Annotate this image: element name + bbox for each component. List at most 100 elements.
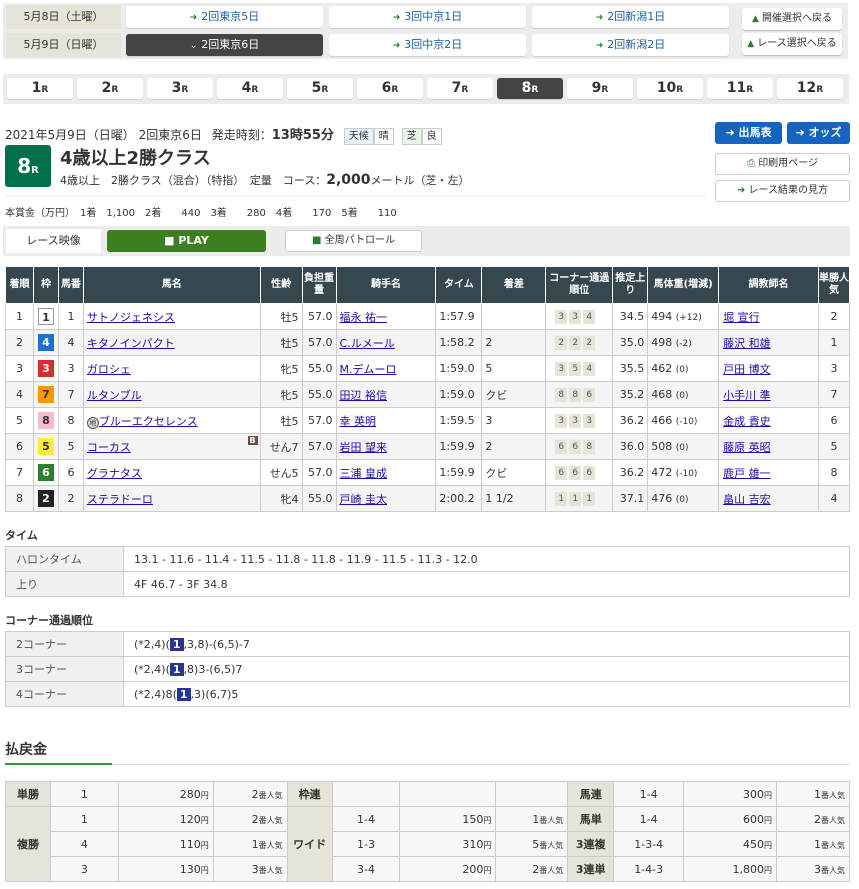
- venue-button-active[interactable]: ⌄ 2回東京6日: [126, 34, 323, 56]
- horse-name-link[interactable]: ガロシェ: [86, 362, 131, 376]
- distance-unit: メートル（芝・左）: [370, 174, 470, 187]
- popularity: 5: [532, 837, 540, 851]
- race-tab-9[interactable]: 9R: [567, 78, 633, 99]
- race-tab-10[interactable]: 10R: [637, 78, 703, 99]
- arrow-circle-icon: ➜: [725, 126, 739, 139]
- jockey-link[interactable]: 三浦 皇成: [339, 466, 388, 480]
- bet-type: 3連複: [567, 831, 615, 857]
- horse-name-link[interactable]: サトノジェネシス: [86, 310, 175, 324]
- race-tab-suffix: R: [676, 85, 684, 95]
- horse-number: 5: [57, 433, 84, 460]
- jockey-link[interactable]: 戸崎 圭太: [339, 492, 388, 506]
- print-page-button[interactable]: ⎙ 印刷用ページ: [715, 153, 850, 175]
- horse-name-link[interactable]: ステラドーロ: [86, 492, 153, 506]
- trainer-link[interactable]: 戸田 博文: [723, 362, 771, 376]
- order-post: ,3,8)-(6,5)-7: [183, 637, 250, 651]
- race-tab-12[interactable]: 12R: [777, 78, 843, 99]
- race-tab-7[interactable]: 7R: [427, 78, 493, 99]
- horse-name-link[interactable]: キタノインパクト: [86, 336, 175, 350]
- weight-change: (-10): [675, 469, 698, 479]
- trainer-link[interactable]: 堀 宣行: [723, 310, 760, 324]
- amount: 200: [462, 862, 484, 876]
- trainer-link[interactable]: 藤沢 和雄: [723, 336, 771, 350]
- corner-position: 8: [583, 440, 596, 454]
- label: PLAY: [178, 234, 209, 247]
- trainer-link[interactable]: 金成 貴史: [723, 414, 771, 428]
- finish-time: 1:58.2: [435, 329, 483, 356]
- race-tab-3[interactable]: 3R: [147, 78, 213, 99]
- horse-number: 7: [57, 381, 84, 408]
- jockey-link[interactable]: M.デムーロ: [339, 362, 397, 376]
- horse-number: 6: [57, 459, 84, 486]
- arrow-up-icon: ▲: [747, 39, 755, 49]
- payout-popularity: 1番人気: [776, 831, 850, 857]
- odds-button[interactable]: ➜ オッズ: [787, 122, 850, 144]
- payout-popularity: 2番人気: [212, 806, 288, 832]
- frame-number: 2: [37, 490, 54, 507]
- body-weight: 508: [651, 440, 673, 453]
- horse-name-link[interactable]: ブルーエクセレンス: [98, 414, 198, 428]
- race-tab-2[interactable]: 2R: [77, 78, 143, 99]
- carried-weight: 55.0: [301, 381, 337, 408]
- frame-cell: 4: [32, 329, 59, 356]
- race-tab-11[interactable]: 11R: [707, 78, 773, 99]
- distance: 2,000: [326, 172, 371, 188]
- jockey-link[interactable]: 幸 英明: [339, 414, 377, 428]
- race-tab-4[interactable]: 4R: [217, 78, 283, 99]
- venue-button[interactable]: ➜ 3回中京2日: [329, 34, 526, 56]
- venue-button[interactable]: ➜ 2回新潟1日: [532, 6, 729, 28]
- race-tab-5[interactable]: 5R: [287, 78, 353, 99]
- label: レース選択へ戻る: [757, 38, 837, 49]
- horse-number: 8: [57, 407, 84, 434]
- jockey-link[interactable]: 岩田 望来: [339, 440, 388, 454]
- amount: 600: [743, 812, 765, 826]
- margin: 1 1/2: [481, 485, 547, 512]
- win-popularity: 2: [817, 303, 851, 330]
- back-to-meeting-button[interactable]: ▲ 開催選択へ戻る: [742, 8, 842, 30]
- race-tab-1[interactable]: 1R: [7, 78, 73, 99]
- date-label: 5月8日（土曜）: [6, 5, 121, 29]
- entries-button[interactable]: ➜ 出馬表: [715, 122, 782, 144]
- horse-name-link[interactable]: ルタンブル: [86, 388, 142, 402]
- time-row: 上り 4F 46.7 - 3F 34.8: [5, 571, 850, 597]
- back-to-race-button[interactable]: ▲ レース選択へ戻る: [742, 33, 842, 55]
- label: 全周パトロール: [324, 235, 395, 246]
- horse-name-link[interactable]: グラナタス: [86, 466, 142, 480]
- title-underline: [5, 763, 112, 765]
- prize-money: 本賞金（万円） 1着 1,100 2着 440 3着 280 4着 170 5着…: [5, 208, 397, 219]
- horse-number: 1: [57, 303, 84, 330]
- race-tab-number: 8: [521, 80, 532, 96]
- jockey-link[interactable]: 田辺 裕信: [339, 388, 388, 402]
- margin: 2: [481, 433, 547, 460]
- popularity: 2: [532, 862, 540, 876]
- result-guide-button[interactable]: ➜ レース結果の見方: [715, 180, 850, 202]
- amount: 120: [179, 812, 201, 826]
- trainer-link[interactable]: 小手川 準: [723, 388, 771, 402]
- combination: 1-4: [613, 806, 685, 832]
- jockey-link[interactable]: C.ルメール: [339, 336, 395, 350]
- race-tab-suffix: R: [111, 85, 119, 95]
- venue-button[interactable]: ➜ 3回中京1日: [329, 6, 526, 28]
- venue-button[interactable]: ➜ 2回東京5日: [126, 6, 323, 28]
- finish-position: 7: [5, 459, 34, 486]
- race-tab-6[interactable]: 6R: [357, 78, 423, 99]
- yen-unit: 円: [764, 865, 773, 875]
- horse-name-link[interactable]: コーカス: [86, 440, 131, 454]
- weight-change: (0): [675, 391, 689, 401]
- race-tab-8[interactable]: 8R: [497, 78, 563, 99]
- jockey-link[interactable]: 福永 祐一: [339, 310, 388, 324]
- label: オッズ: [808, 126, 842, 139]
- venue-button[interactable]: ➜ 2回新潟2日: [532, 34, 729, 56]
- venue-label: 3回中京2日: [404, 38, 463, 51]
- column-header: 推定上り: [612, 266, 649, 304]
- trainer-link[interactable]: 藤原 英昭: [723, 440, 771, 454]
- yen-unit: 円: [764, 815, 773, 825]
- trainer-link[interactable]: 畠山 吉宏: [723, 492, 771, 506]
- payout-popularity: 1番人気: [212, 831, 288, 857]
- patrol-video-button[interactable]: ■ 全周パトロール: [285, 230, 422, 252]
- play-button[interactable]: ■ PLAY: [107, 230, 266, 252]
- race-tab-suffix: R: [181, 85, 189, 95]
- payout-title: 払戻金: [5, 742, 47, 758]
- trainer-link[interactable]: 鹿戸 雄一: [723, 466, 771, 480]
